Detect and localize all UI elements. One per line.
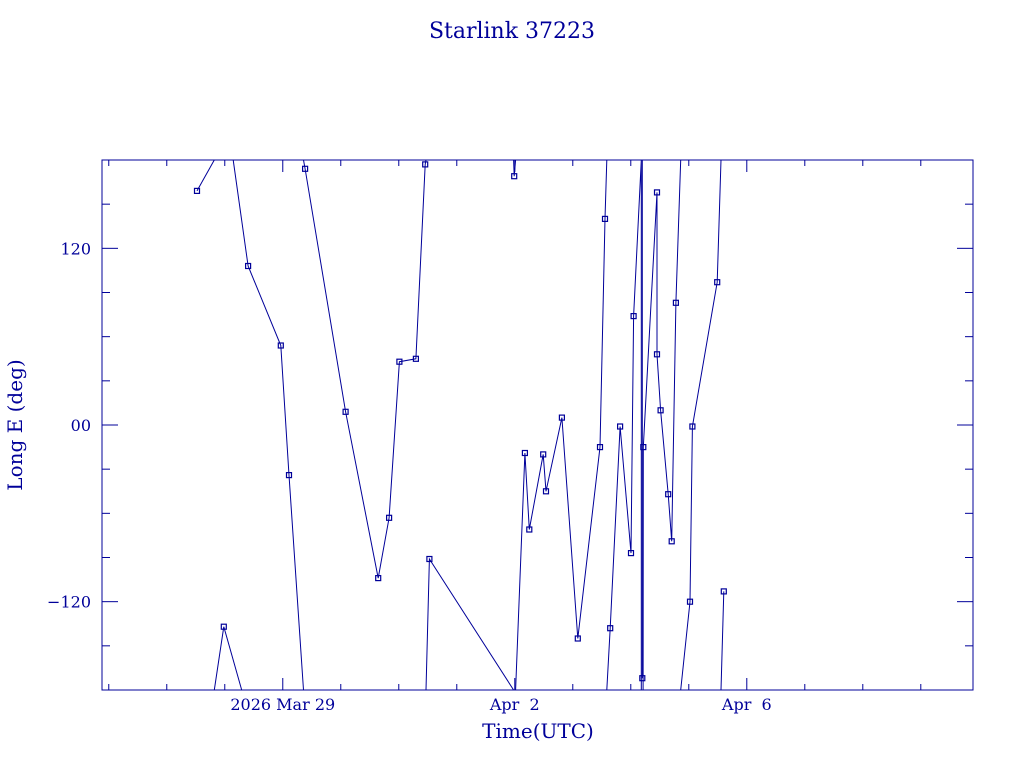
series-segment	[232, 159, 304, 691]
data-point	[714, 279, 721, 286]
data-point	[616, 423, 624, 430]
series-segment	[606, 159, 642, 691]
x-tick-label: Apr 2	[489, 695, 540, 714]
data-point	[302, 165, 309, 172]
plot-frame	[101, 159, 974, 691]
data-point	[720, 588, 727, 595]
chart-title: Starlink 37223	[429, 19, 595, 44]
series-segment	[425, 557, 515, 691]
y-axis-ticks	[102, 159, 973, 691]
series-segment	[680, 159, 722, 691]
y-tick-label: −120	[47, 593, 91, 612]
data-point	[277, 342, 284, 349]
data-point	[375, 574, 382, 582]
data-point	[596, 444, 604, 451]
series-segment	[196, 159, 215, 192]
data-point	[640, 444, 647, 451]
data-point	[689, 423, 696, 430]
data-point	[574, 635, 581, 642]
data-point	[396, 358, 403, 365]
data-point	[627, 549, 635, 557]
data-point	[220, 623, 227, 630]
data-point	[521, 449, 529, 457]
data-point	[245, 262, 252, 270]
data-point	[668, 538, 675, 545]
data-point	[639, 675, 646, 682]
data-point	[412, 355, 419, 362]
data-point	[426, 555, 433, 563]
y-axis-label: Long E (deg)	[3, 359, 27, 490]
data-point	[285, 472, 293, 479]
y-tick-label: 120	[60, 239, 91, 258]
x-axis-tick-labels: 2026 Mar 29 Apr 2 Apr 6	[230, 695, 771, 714]
data-point	[657, 407, 664, 414]
data-point	[511, 173, 518, 180]
data-point	[653, 189, 661, 196]
data-point	[542, 488, 550, 495]
data-point	[540, 451, 547, 458]
series-segment	[513, 159, 517, 177]
series-segment	[720, 591, 725, 691]
data-point	[193, 187, 201, 194]
data-point	[526, 526, 533, 533]
data-point	[558, 414, 566, 421]
data-point	[665, 491, 672, 498]
y-tick-label: 00	[71, 416, 91, 435]
longitude-series	[193, 159, 727, 691]
data-point	[601, 215, 609, 222]
series-segment	[213, 626, 243, 691]
data-point	[630, 313, 637, 320]
x-tick-label: 2026 Mar 29	[230, 695, 335, 714]
y-axis-tick-labels: 120 00 −120	[47, 239, 91, 611]
data-point	[607, 625, 614, 632]
x-tick-label: Apr 6	[721, 695, 772, 714]
x-axis-ticks	[108, 160, 922, 690]
series-segment	[642, 159, 682, 691]
series-segment	[515, 159, 608, 691]
series-segment	[303, 159, 427, 579]
data-point	[686, 598, 694, 605]
data-point	[653, 351, 661, 358]
data-point	[422, 161, 429, 168]
data-point	[672, 299, 680, 306]
x-axis-label: Time(UTC)	[482, 719, 594, 743]
data-point	[342, 408, 349, 415]
data-point	[386, 514, 393, 521]
